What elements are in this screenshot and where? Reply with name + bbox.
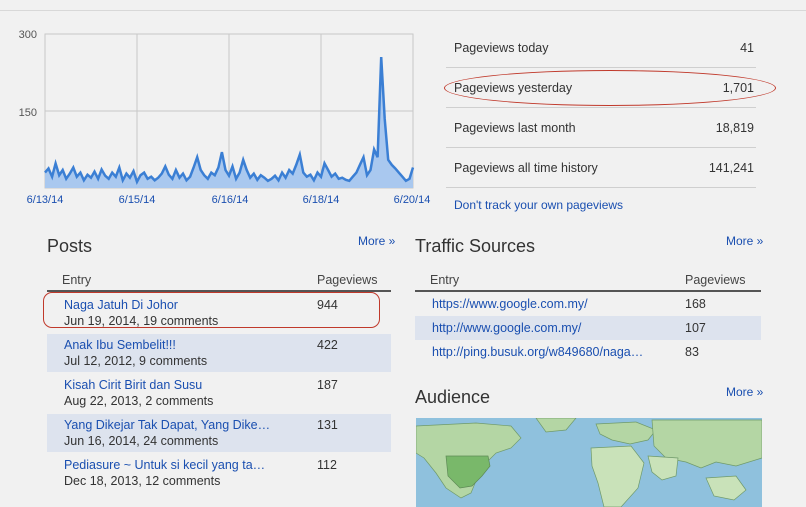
stat-value: 18,819 — [715, 121, 754, 135]
traffic-table: Entry Pageviews https://www.google.com.m… — [415, 268, 761, 364]
post-meta: Jun 16, 2014, 24 comments — [64, 434, 219, 448]
highlight-ellipse — [43, 292, 380, 328]
table-row: Yang Dikejar Tak Dapat, Yang Dike… Jun 1… — [47, 414, 391, 452]
top-divider — [0, 10, 806, 11]
post-views: 187 — [317, 378, 338, 392]
stat-label: Pageviews today — [454, 41, 549, 55]
world-map-shapes — [416, 418, 762, 507]
audience-more-link[interactable]: More » — [726, 385, 764, 399]
source-views: 83 — [685, 345, 699, 359]
table-row: http://ping.busuk.org/w849680/naga… 83 — [415, 340, 761, 364]
dont-track-link[interactable]: Don't track your own pageviews — [454, 198, 624, 212]
post-meta: Dec 18, 2013, 12 comments — [64, 474, 221, 488]
stat-label: Pageviews last month — [454, 121, 576, 135]
table-row: Anak Ibu Sembelit!!! Jul 12, 2012, 9 com… — [47, 334, 391, 372]
chart-line — [44, 57, 415, 185]
y-tick-label: 300 — [19, 29, 37, 41]
pageviews-chart: 300 150 6/13/14 6/15/14 6/16/14 6/18/14 … — [19, 29, 431, 206]
col-pageviews: Pageviews — [317, 273, 378, 287]
stat-row-all-time: Pageviews all time history 141,241 — [446, 148, 756, 188]
source-link[interactable]: http://www.google.com.my/ — [432, 321, 582, 335]
posts-title: Posts — [47, 236, 93, 256]
post-link[interactable]: Anak Ibu Sembelit!!! — [64, 338, 176, 352]
stat-value: 41 — [740, 41, 754, 55]
source-link[interactable]: https://www.google.com.my/ — [432, 297, 588, 311]
table-row: Kisah Cirit Birit dan Susu Aug 22, 2013,… — [47, 374, 391, 412]
stat-label: Pageviews all time history — [454, 161, 598, 175]
stat-row-today: Pageviews today 41 — [446, 28, 756, 68]
post-link[interactable]: Pediasure ~ Untuk si kecil yang ta… — [64, 458, 266, 472]
post-meta: Jul 12, 2012, 9 comments — [64, 354, 208, 368]
col-entry: Entry — [62, 273, 92, 287]
post-link[interactable]: Yang Dikejar Tak Dapat, Yang Dike… — [64, 418, 271, 432]
stats-panel: Pageviews today 41 Pageviews yesterday 1… — [446, 28, 756, 188]
audience-world-map[interactable] — [416, 418, 762, 507]
source-views: 168 — [685, 297, 706, 311]
post-views: 422 — [317, 338, 338, 352]
post-link[interactable]: Naga Jatuh Di Johor — [64, 298, 178, 312]
stat-value: 141,241 — [708, 161, 754, 175]
table-row: http://www.google.com.my/ 107 — [415, 316, 761, 340]
post-views: 131 — [317, 418, 338, 432]
stat-row-last-month: Pageviews last month 18,819 — [446, 108, 756, 148]
source-link[interactable]: http://ping.busuk.org/w849680/naga… — [432, 345, 644, 359]
post-views: 944 — [317, 298, 338, 312]
col-pageviews: Pageviews — [685, 273, 746, 287]
post-link[interactable]: Kisah Cirit Birit dan Susu — [64, 378, 203, 392]
x-tick-label: 6/13/14 — [27, 194, 64, 206]
col-entry: Entry — [430, 273, 460, 287]
audience-title: Audience — [415, 387, 491, 407]
posts-more-link[interactable]: More » — [358, 234, 396, 248]
highlight-ellipse — [444, 70, 776, 106]
post-meta: Jun 19, 2014, 19 comments — [64, 314, 219, 328]
source-views: 107 — [685, 321, 706, 335]
table-row: Pediasure ~ Untuk si kecil yang ta… Dec … — [47, 454, 391, 492]
chart-area — [45, 57, 413, 188]
chart-grid — [44, 33, 414, 189]
posts-table-header: Entry Pageviews — [47, 268, 391, 292]
y-tick-label: 150 — [19, 107, 37, 119]
x-tick-label: 6/20/14 — [394, 194, 431, 206]
x-tick-label: 6/18/14 — [303, 194, 340, 206]
table-row: https://www.google.com.my/ 168 — [415, 292, 761, 316]
traffic-title: Traffic Sources — [415, 236, 536, 256]
table-row: Naga Jatuh Di Johor Jun 19, 2014, 19 com… — [47, 294, 391, 332]
posts-table: Entry Pageviews Naga Jatuh Di Johor Jun … — [47, 268, 391, 492]
traffic-table-header: Entry Pageviews — [415, 268, 761, 292]
traffic-more-link[interactable]: More » — [726, 234, 764, 248]
x-tick-label: 6/16/14 — [212, 194, 249, 206]
post-meta: Aug 22, 2013, 2 comments — [64, 394, 214, 408]
post-views: 112 — [317, 458, 337, 472]
x-tick-label: 6/15/14 — [119, 194, 156, 206]
